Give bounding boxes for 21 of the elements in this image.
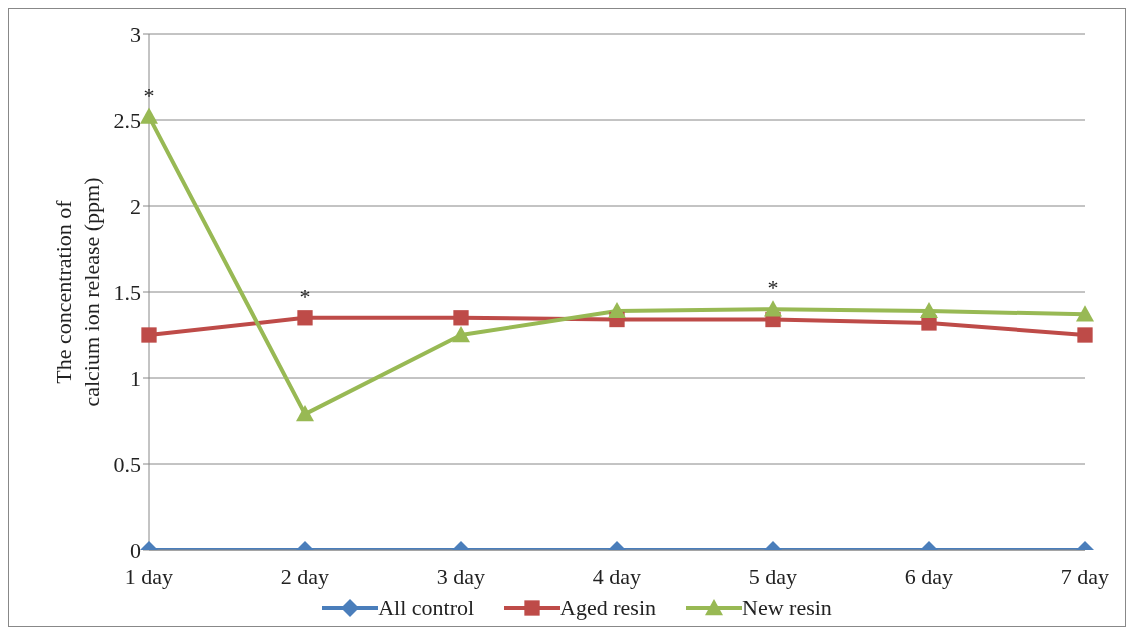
x-tick-label: 6 day (904, 563, 954, 589)
legend-label: All control (378, 595, 475, 621)
y-tick-label: 3 (130, 21, 141, 47)
y-axis-title: The concentration of calcium ion release (ppm) (51, 177, 104, 407)
y-tick-label: 1 (130, 365, 141, 391)
annotation: * (767, 275, 779, 301)
annotation: * (299, 283, 311, 309)
x-tick-label: 4 day (592, 563, 642, 589)
x-tick-label: 1 day (124, 563, 174, 589)
x-tick-label: 7 day (1060, 563, 1110, 589)
y-tick-label: 0 (130, 537, 141, 563)
x-tick-label: 3 day (436, 563, 486, 589)
x-tick-label: 5 day (748, 563, 798, 589)
y-tick-label: 0.5 (113, 451, 141, 477)
annotation: * (143, 82, 155, 108)
legend-label: New resin (742, 595, 832, 621)
legend-label: Aged resin (560, 595, 657, 621)
x-tick-label: 2 day (280, 563, 330, 589)
y-tick-label: 2 (130, 193, 141, 219)
y-tick-label: 2.5 (113, 107, 141, 133)
y-tick-label: 1.5 (113, 279, 141, 305)
